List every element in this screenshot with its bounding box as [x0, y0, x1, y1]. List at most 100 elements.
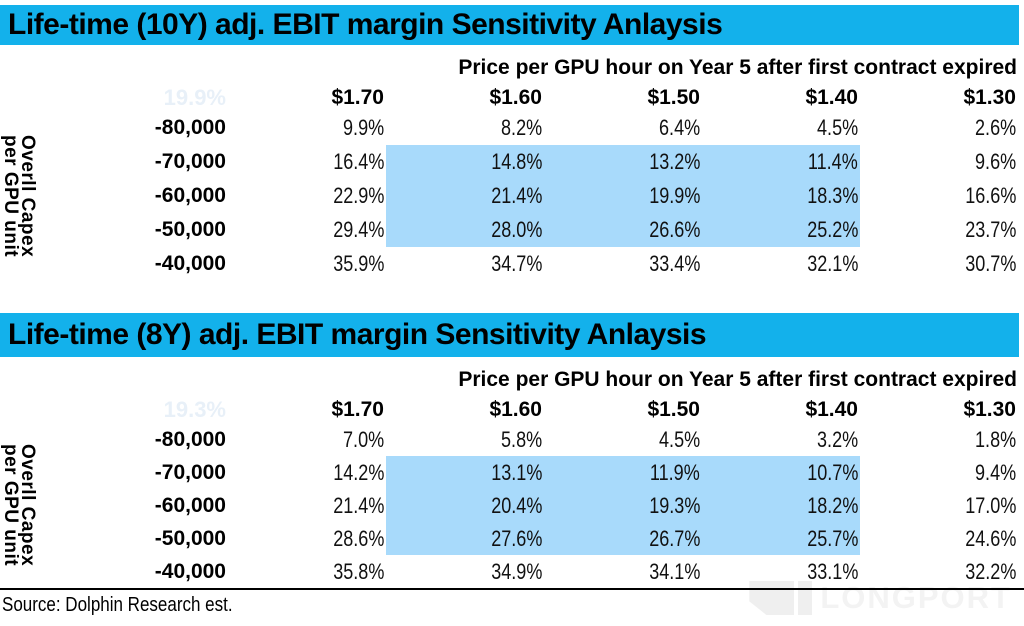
table-row: -60,000 22.9% 21.4% 19.9% 18.3% 16.6% [0, 179, 1018, 213]
corner-base-value: 19.9% [163, 85, 226, 110]
corner-base-value: 19.3% [163, 397, 226, 422]
cell-value: 6.4% [658, 115, 700, 140]
table-row: -40,000 35.9% 34.7% 33.4% 32.1% 30.7% [0, 247, 1018, 281]
value-cell: 19.3% [544, 489, 702, 522]
cell-value: 30.7% [964, 251, 1016, 276]
cell-value: 20.4% [490, 492, 542, 518]
row-label: -80,000 [154, 116, 226, 139]
value-cell: 24.6% [860, 522, 1018, 555]
value-cell: 33.4% [544, 247, 702, 281]
column-header: $1.60 [489, 86, 542, 109]
cell-value: 18.3% [806, 183, 858, 208]
value-cell: 1.8% [860, 423, 1018, 456]
y-axis-label-line: Overll Capex [17, 444, 38, 567]
cell-value: 19.3% [648, 492, 700, 518]
row-label: -70,000 [154, 460, 226, 484]
table-row: -60,000 21.4% 20.4% 19.3% 18.2% 17.0% [0, 489, 1018, 522]
cell-value: 25.2% [806, 217, 858, 242]
cell-value: 8.2% [500, 115, 542, 140]
value-cell: 11.9% [544, 456, 702, 489]
table-row: -80,000 7.0% 5.8% 4.5% 3.2% 1.8% [0, 423, 1018, 456]
cell-value: 14.2% [332, 459, 384, 485]
cell-value: 17.0% [964, 492, 1016, 518]
value-cell: 4.5% [544, 423, 702, 456]
cell-value: 32.1% [806, 251, 858, 276]
value-cell: 17.0% [860, 489, 1018, 522]
value-cell: 34.7% [386, 247, 544, 281]
value-cell: 18.2% [702, 489, 860, 522]
value-cell: 9.4% [860, 456, 1018, 489]
column-header: $1.50 [647, 398, 700, 421]
cell-value: 35.8% [332, 558, 384, 584]
table-row: -80,000 9.9% 8.2% 6.4% 4.5% 2.6% [0, 111, 1018, 145]
value-cell: 13.2% [544, 145, 702, 179]
row-label: -80,000 [154, 427, 226, 451]
column-header-row: 19.3% $1.70 $1.60 $1.50 $1.40 $1.30 [0, 395, 1018, 423]
cell-value: 28.6% [332, 525, 384, 551]
y-axis-label-line: per GPU unit [0, 444, 21, 567]
row-label: -50,000 [154, 218, 226, 241]
cell-value: 10.7% [806, 459, 858, 485]
value-cell: 32.1% [702, 247, 860, 281]
cell-value: 34.7% [490, 251, 542, 276]
value-cell: 34.9% [386, 555, 544, 588]
table-row: -50,000 28.6% 27.6% 26.7% 25.7% 24.6% [0, 522, 1018, 555]
value-cell: 20.4% [386, 489, 544, 522]
table-row: -70,000 16.4% 14.8% 13.2% 11.4% 9.6% [0, 145, 1018, 179]
column-header: $1.30 [963, 398, 1016, 421]
cell-value: 27.6% [490, 525, 542, 551]
longport-watermark: LONGPORT [749, 580, 1012, 616]
value-cell: 3.2% [702, 423, 860, 456]
cell-value: 24.6% [964, 525, 1016, 551]
price-axis-title: Price per GPU hour on Year 5 after first… [458, 56, 1017, 79]
value-cell: 28.6% [228, 522, 386, 555]
value-cell: 21.4% [228, 489, 386, 522]
value-cell: 16.6% [860, 179, 1018, 213]
table-title-bar: Life-time (8Y) adj. EBIT margin Sensitiv… [0, 313, 1019, 357]
cell-value: 4.5% [658, 426, 700, 452]
value-cell: 30.7% [860, 247, 1018, 281]
cell-value: 9.4% [974, 459, 1016, 485]
sensitivity-table-8y: Life-time (8Y) adj. EBIT margin Sensitiv… [0, 313, 1024, 588]
value-cell: 7.0% [228, 423, 386, 456]
table-body: -80,000 7.0% 5.8% 4.5% 3.2% 1.8% -70,000 14.2% 1… [0, 423, 1018, 588]
value-cell: 5.8% [386, 423, 544, 456]
value-cell: 14.8% [386, 145, 544, 179]
value-cell: 32.2% [860, 555, 1018, 588]
sensitivity-table-10y: Life-time (10Y) adj. EBIT margin Sensiti… [0, 5, 1024, 281]
column-header: $1.40 [805, 398, 858, 421]
cell-value: 34.1% [648, 558, 700, 584]
source-note: Source: Dolphin Research est. [2, 594, 233, 616]
y-axis-label: Overll Capex per GPU unit [0, 111, 38, 281]
value-cell: 21.4% [386, 179, 544, 213]
value-cell: 25.7% [702, 522, 860, 555]
cell-value: 34.9% [490, 558, 542, 584]
cell-value: 29.4% [332, 217, 384, 242]
value-cell: 19.9% [544, 179, 702, 213]
table-title: Life-time (8Y) adj. EBIT margin Sensitiv… [8, 318, 707, 351]
watermark-text: LONGPORT [820, 580, 1012, 615]
cell-value: 32.2% [964, 558, 1016, 584]
value-cell: 28.0% [386, 213, 544, 247]
cell-value: 25.7% [806, 525, 858, 551]
value-cell: 13.1% [386, 456, 544, 489]
cell-value: 21.4% [332, 492, 384, 518]
cell-value: 13.2% [648, 149, 700, 174]
value-cell: 35.9% [228, 247, 386, 281]
value-cell: 27.6% [386, 522, 544, 555]
value-cell: 4.5% [702, 111, 860, 145]
value-cell: 25.2% [702, 213, 860, 247]
cell-value: 33.4% [648, 251, 700, 276]
cell-value: 23.7% [964, 217, 1016, 242]
table-row: -50,000 29.4% 28.0% 26.6% 25.2% 23.7% [0, 213, 1018, 247]
cell-value: 26.7% [648, 525, 700, 551]
cell-value: 18.2% [806, 492, 858, 518]
value-cell: 34.1% [544, 555, 702, 588]
cell-value: 11.9% [650, 459, 700, 485]
cell-value: 33.1% [806, 558, 858, 584]
cell-value: 22.9% [332, 183, 384, 208]
value-cell: 2.6% [860, 111, 1018, 145]
table-grid: 19.9% $1.70 $1.60 $1.50 $1.40 $1.30 Over… [0, 83, 1024, 281]
column-header: $1.60 [489, 398, 542, 421]
cell-value: 19.9% [648, 183, 700, 208]
